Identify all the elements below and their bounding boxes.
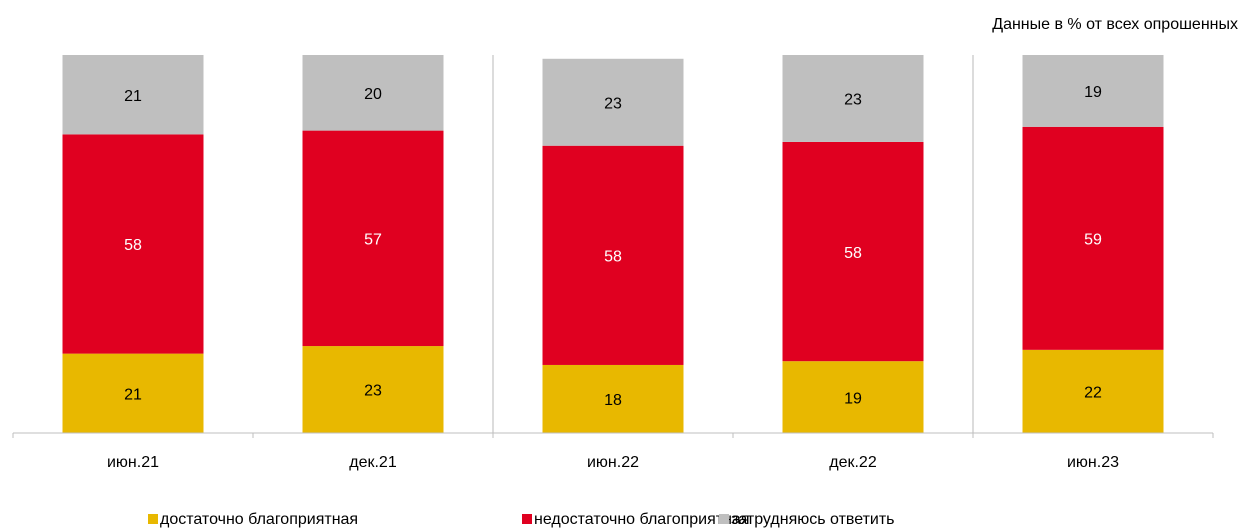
bar-segment (1022, 126, 1164, 350)
bar-segment (542, 58, 684, 146)
bar-segment (782, 55, 924, 142)
data-label: 22 (1084, 385, 1102, 402)
data-label: 23 (604, 95, 622, 112)
data-label: 18 (604, 392, 622, 409)
x-tick-label: июн.22 (587, 454, 639, 471)
data-label: 57 (364, 232, 382, 249)
bar-segment (782, 141, 924, 362)
data-label: 19 (844, 390, 862, 407)
bar-segment (1022, 349, 1164, 433)
x-tick-label: дек.21 (349, 454, 397, 471)
data-label: 58 (844, 245, 862, 262)
bar-segment (542, 364, 684, 433)
bar-segment (782, 361, 924, 433)
data-label: 23 (364, 383, 382, 400)
data-label: 21 (124, 88, 142, 105)
data-label: 20 (364, 86, 382, 103)
x-tick-label: июн.23 (1067, 454, 1119, 471)
bar-segment (542, 145, 684, 365)
data-label: 59 (1084, 232, 1102, 249)
legend-label: затрудняюсь ответить (731, 511, 895, 528)
bar-segment (62, 353, 204, 433)
legend-label: недостаточно благоприятная (534, 511, 749, 528)
bar-segment (302, 130, 444, 347)
x-tick-label: июн.21 (107, 454, 159, 471)
legend-swatch (148, 514, 158, 524)
bar-segment (62, 55, 204, 135)
chart-subtitle: Данные в % от всех опрошенных (992, 16, 1238, 33)
data-label: 58 (124, 237, 142, 254)
legend-label: достаточно благоприятная (160, 511, 358, 528)
legend-swatch (522, 514, 532, 524)
bar-segment (302, 346, 444, 433)
bar-segment (1022, 55, 1164, 127)
legend-swatch (719, 514, 729, 524)
x-tick-label: дек.22 (829, 454, 877, 471)
data-label: 23 (844, 92, 862, 109)
data-label: 19 (1084, 84, 1102, 101)
bar-segment (62, 134, 204, 354)
data-label: 58 (604, 249, 622, 266)
bar-segment (302, 55, 444, 131)
data-label: 21 (124, 387, 142, 404)
